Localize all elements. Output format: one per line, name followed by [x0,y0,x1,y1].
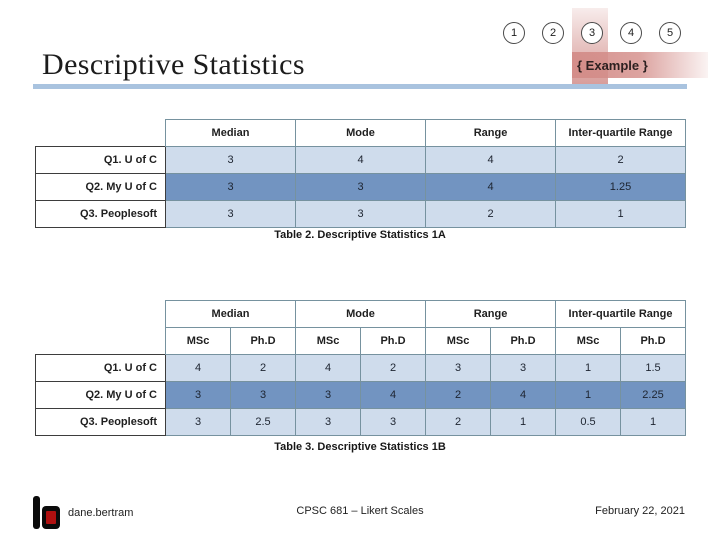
subheader-msc: MSc [555,327,621,355]
table-group-header-row: Median Mode Range Inter-quartile Range [36,300,686,328]
table-cell: 2 [230,354,296,382]
table-cell: 3 [295,200,426,228]
nav-circle-2: 2 [542,22,564,44]
table-header-row: Median Mode Range Inter-quartile Range [36,119,686,147]
table-cell: 2.5 [230,408,296,436]
column-header-iqr: Inter-quartile Range [555,119,686,147]
table-cell: 2 [555,146,686,174]
subheader-phd: Ph.D [360,327,426,355]
slide-title: Descriptive Statistics [42,48,305,82]
table-1b-container: Median Mode Range Inter-quartile Range M… [35,300,686,436]
table-cell: 3 [165,381,231,409]
table-row-q3: Q3. Peoplesoft 3 2.5 3 3 2 1 0.5 1 [35,408,686,436]
author-name: dane.bertram [68,507,134,519]
table-cell: 3 [295,381,361,409]
corner-spacer [36,120,166,147]
author-logo-icon [33,496,61,529]
table-cell: 3 [165,200,296,228]
table-caption-1b: Table 3. Descriptive Statistics 1B [274,441,446,453]
subheader-phd: Ph.D [230,327,296,355]
table-cell: 2 [425,381,491,409]
table-row-q1: Q1. U of C 3 4 4 2 [35,146,686,174]
table-cell: 3 [295,408,361,436]
subheader-phd: Ph.D [490,327,556,355]
table-subheader-row: MSc Ph.D MSc Ph.D MSc Ph.D MSc Ph.D [36,327,686,355]
table-cell: 3 [165,146,296,174]
table-cell: 2.25 [620,381,686,409]
table-cell: 4 [165,354,231,382]
table-cell: 1 [555,354,621,382]
corner-spacer [36,301,166,355]
column-header-median: Median [165,119,296,147]
course-label: CPSC 681 – Likert Scales [296,505,424,517]
table-cell: 4 [295,354,361,382]
table-cell: 4 [295,146,426,174]
table-cell: 1 [555,200,686,228]
table-caption-1a: Table 2. Descriptive Statistics 1A [274,229,446,241]
table-cell: 1 [555,381,621,409]
table-row-q1: Q1. U of C 4 2 4 2 3 3 1 1.5 [35,354,686,382]
title-underline [33,84,687,89]
table-cell: 3 [425,354,491,382]
table-cell: 4 [425,146,556,174]
table-cell: 1.5 [620,354,686,382]
subheader-msc: MSc [295,327,361,355]
row-label-q1: Q1. U of C [35,146,166,174]
row-label-q3: Q3. Peoplesoft [35,200,166,228]
column-header-mode: Mode [295,119,426,147]
table-cell: 4 [360,381,426,409]
logo-red-square [46,511,56,524]
table-cell: 0.5 [555,408,621,436]
row-label-q2: Q2. My U of C [35,173,166,201]
group-header-median: Median [165,300,296,328]
table-cell: 3 [360,408,426,436]
example-badge-label: { Example } [577,57,648,73]
table-cell: 1 [620,408,686,436]
subheader-phd: Ph.D [620,327,686,355]
table-row-q3: Q3. Peoplesoft 3 3 2 1 [35,200,686,228]
table-cell: 3 [165,408,231,436]
table-1a-container: Median Mode Range Inter-quartile Range Q… [35,119,686,228]
group-header-mode: Mode [295,300,426,328]
nav-circle-1: 1 [503,22,525,44]
table-cell: 3 [165,173,296,201]
row-label-q1: Q1. U of C [35,354,166,382]
stats-table-1b: Median Mode Range Inter-quartile Range M… [35,300,686,436]
table-cell: 2 [425,408,491,436]
table-cell: 4 [490,381,556,409]
table-cell: 3 [490,354,556,382]
subheader-msc: MSc [165,327,231,355]
table-cell: 1 [490,408,556,436]
date-label: February 22, 2021 [595,505,685,517]
table-cell: 2 [425,200,556,228]
table-cell: 3 [295,173,426,201]
table-row-q2-highlighted: Q2. My U of C 3 3 4 1.25 [35,173,686,201]
table-cell: 2 [360,354,426,382]
nav-circle-5: 5 [659,22,681,44]
row-label-q3: Q3. Peoplesoft [35,408,166,436]
slide-step-indicator: 1 2 3 4 5 [503,22,681,44]
stats-table-1a: Median Mode Range Inter-quartile Range Q… [35,119,686,228]
table-cell: 4 [425,173,556,201]
group-header-range: Range [425,300,556,328]
subheader-msc: MSc [425,327,491,355]
table-cell: 1.25 [555,173,686,201]
table-cell: 3 [230,381,296,409]
logo-bar-shape [33,496,40,529]
row-label-q2: Q2. My U of C [35,381,166,409]
nav-circle-4: 4 [620,22,642,44]
example-badge: { Example } [572,52,708,78]
table-row-q2-highlighted: Q2. My U of C 3 3 3 4 2 4 1 2.25 [35,381,686,409]
nav-circle-3: 3 [581,22,603,44]
column-header-range: Range [425,119,556,147]
group-header-iqr: Inter-quartile Range [555,300,686,328]
